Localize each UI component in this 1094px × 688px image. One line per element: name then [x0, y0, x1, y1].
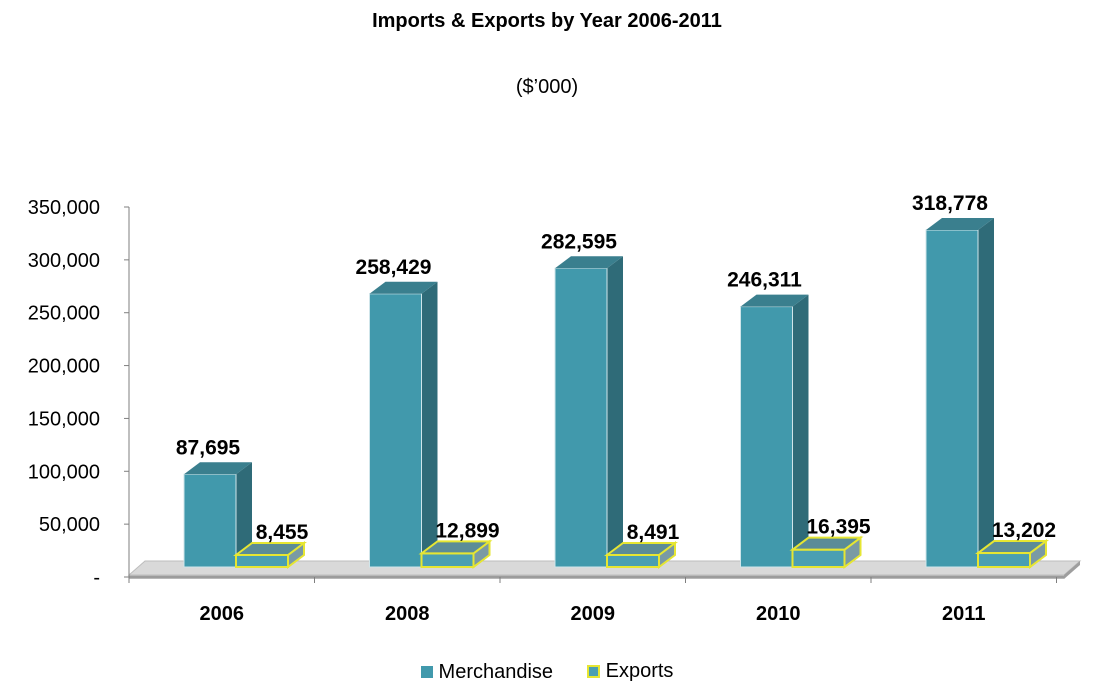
- y-tick-label: 50,000: [39, 514, 100, 536]
- legend-item-merchandise: Merchandise: [420, 660, 554, 684]
- data-label-exports: 8,455: [256, 521, 309, 544]
- bar-merchandise-2009-top: [555, 256, 623, 269]
- data-label-merchandise: 318,778: [912, 192, 988, 215]
- bar-exports-2006-top: [233, 542, 307, 556]
- data-label-merchandise: 258,429: [356, 256, 432, 279]
- bar-merchandise-2009: [554, 267, 608, 568]
- x-tick-label: 2008: [385, 603, 430, 625]
- legend-item-exports: Exports: [586, 660, 674, 683]
- y-tick-label: 250,000: [28, 303, 100, 325]
- y-tick-label: 300,000: [28, 250, 100, 272]
- chart-floor-side: [1064, 561, 1080, 579]
- bar-merchandise-2008: [369, 293, 422, 568]
- bar-exports-2008-top: [418, 540, 493, 555]
- bar-merchandise-2006-side: [236, 462, 252, 567]
- chart-subtitle: ($’000): [515, 76, 579, 98]
- bar-merchandise-2008-side: [421, 281, 438, 567]
- bar-merchandise-2009-side: [607, 256, 623, 567]
- bar-merchandise-2011-side: [978, 218, 994, 568]
- legend: Merchandise Exports: [0, 660, 1094, 684]
- data-label-exports: 16,395: [806, 516, 871, 539]
- bar-merchandise-2006-top: [184, 462, 252, 475]
- legend-label-exports: Exports: [605, 660, 674, 682]
- bar-merchandise-2011-top: [926, 218, 994, 231]
- data-label-exports: 12,899: [435, 519, 499, 542]
- data-label-merchandise: 282,595: [541, 230, 617, 253]
- bar-merchandise-2010-side: [792, 294, 809, 567]
- bar-exports-2011: [977, 552, 1031, 568]
- bar-exports-2006: [235, 554, 289, 568]
- y-tick-label: 350,000: [28, 197, 100, 219]
- legend-label-merchandise: Merchandise: [438, 660, 554, 683]
- bar-merchandise-2006: [183, 473, 237, 568]
- data-label-merchandise: 246,311: [727, 269, 802, 292]
- legend-swatch-merchandise: [420, 666, 433, 678]
- bar-merchandise-2010: [740, 306, 793, 568]
- bar-exports-2009: [606, 554, 660, 568]
- bar-merchandise-2008-top: [369, 281, 438, 294]
- bar-exports-2009-top: [604, 542, 678, 556]
- chart-title: Imports & Exports by Year 2006-2011: [372, 10, 722, 32]
- bar-merchandise-2010-top: [740, 294, 809, 307]
- bar-merchandise-2011: [925, 229, 979, 568]
- data-label-exports: 8,491: [627, 521, 680, 544]
- data-label-exports: 13,202: [992, 519, 1056, 542]
- legend-swatch-exports: [586, 665, 600, 678]
- x-tick-label: 2010: [756, 603, 801, 625]
- data-label-merchandise: 87,695: [176, 436, 241, 459]
- bar-exports-2010: [791, 548, 846, 569]
- y-tick-label: 150,000: [28, 408, 100, 430]
- bar-chart: - 50,000 100,000 150,000 200,000 250,000 300,0…: [28, 192, 1082, 625]
- bar-exports-2011-top: [975, 540, 1049, 555]
- y-tick-label: 200,000: [28, 356, 100, 378]
- x-tick-label: 2011: [942, 603, 985, 625]
- bar-exports-2008: [420, 552, 475, 568]
- y-tick-label: -: [93, 567, 100, 589]
- y-tick-label: 100,000: [28, 461, 100, 483]
- x-tick-label: 2009: [571, 603, 616, 625]
- x-tick-label: 2006: [200, 603, 245, 625]
- bar-exports-2010-top: [789, 536, 864, 551]
